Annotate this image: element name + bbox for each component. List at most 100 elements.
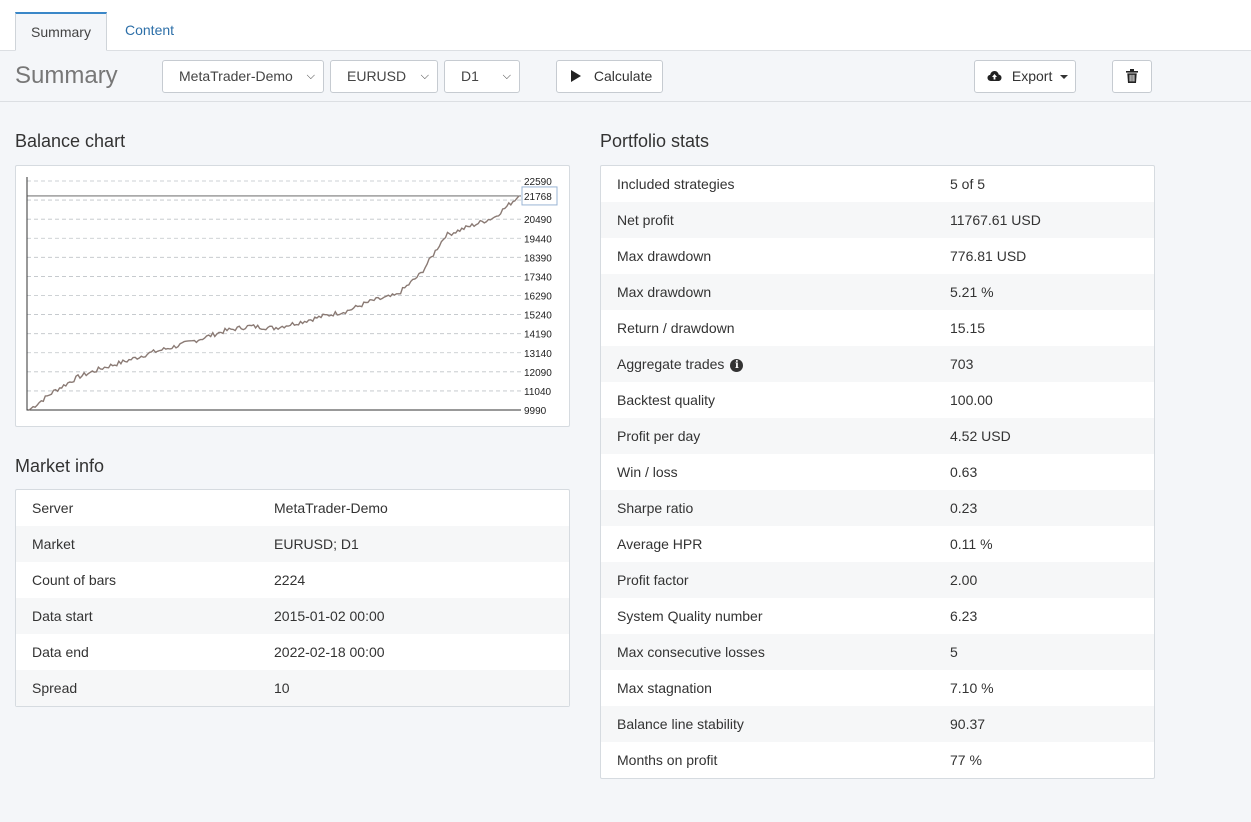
row-label: Return / drawdown bbox=[601, 310, 950, 346]
row-value: 77 % bbox=[950, 752, 982, 768]
y-tick-label: 9990 bbox=[524, 406, 547, 417]
server-select-value: MetaTrader-Demo bbox=[179, 68, 293, 84]
table-row: Backtest quality 100.00 bbox=[601, 382, 1154, 418]
table-row: Market EURUSD; D1 bbox=[16, 526, 569, 562]
row-value: 703 bbox=[950, 346, 1154, 382]
row-label: System Quality number bbox=[601, 598, 950, 634]
row-label-text: Profit factor bbox=[617, 572, 689, 588]
row-value: 5.21 % bbox=[950, 274, 1154, 310]
row-label-text: Aggregate trades bbox=[617, 356, 725, 372]
tab-summary[interactable]: Summary bbox=[15, 12, 107, 51]
row-value: 2.00 bbox=[950, 562, 1154, 598]
row-label-text: Data start bbox=[32, 608, 93, 624]
balance-series-line bbox=[28, 195, 520, 411]
row-value: 11767.61 USD bbox=[950, 202, 1154, 238]
row-value: 776.81 USD bbox=[950, 248, 1027, 264]
row-label: Aggregate trades i bbox=[601, 346, 950, 382]
export-button[interactable]: Export bbox=[974, 60, 1076, 93]
toolbar: Summary MetaTrader-Demo ⌵ EURUSD ⌵ D1 ⌵ … bbox=[0, 51, 1251, 102]
y-tick-label: 19440 bbox=[524, 234, 552, 245]
y-tick-label: 22590 bbox=[524, 177, 552, 188]
portfolio-stats-title: Portfolio stats bbox=[600, 131, 710, 151]
y-tick-label: 18390 bbox=[524, 253, 552, 264]
row-label-text: Backtest quality bbox=[617, 392, 716, 408]
symbol-select-value: EURUSD bbox=[347, 68, 407, 84]
table-row: Server MetaTrader-Demo bbox=[16, 490, 569, 526]
row-label: Win / loss bbox=[601, 454, 950, 490]
table-row: Net profit 11767.61 USD bbox=[601, 202, 1154, 238]
row-label-text: Max drawdown bbox=[617, 284, 712, 300]
table-row: Max consecutive losses 5 bbox=[601, 634, 1154, 670]
balance-chart-title: Balance chart bbox=[15, 131, 126, 151]
row-label: Net profit bbox=[601, 202, 950, 238]
row-value: EURUSD; D1 bbox=[274, 526, 569, 562]
table-row: Profit per day 4.52 USD bbox=[601, 418, 1154, 454]
chevron-down-icon: ⌵ bbox=[502, 70, 511, 82]
period-select[interactable]: D1 ⌵ bbox=[444, 60, 520, 93]
row-label: Backtest quality bbox=[601, 382, 950, 418]
row-label: Server bbox=[16, 490, 274, 526]
table-row: Max drawdown 5.21 % bbox=[601, 274, 1154, 310]
table-row: Data start 2015-01-02 00:00 bbox=[16, 598, 569, 634]
row-label: Profit per day bbox=[601, 418, 950, 454]
market-info-panel: Server MetaTrader-Demo Market EURUSD; D1 Cou… bbox=[15, 489, 570, 707]
calculate-label: Calculate bbox=[593, 68, 653, 84]
row-label: Sharpe ratio bbox=[601, 490, 950, 526]
trash-icon bbox=[1126, 61, 1138, 92]
row-label: Data start bbox=[16, 598, 274, 634]
server-select[interactable]: MetaTrader-Demo ⌵ bbox=[162, 60, 324, 93]
table-row: Count of bars 2224 bbox=[16, 562, 569, 598]
row-value: 5 bbox=[950, 634, 1154, 670]
table-row: Average HPR 0.11 % bbox=[601, 526, 1154, 562]
delete-button[interactable] bbox=[1112, 60, 1152, 93]
y-tick-label: 14190 bbox=[524, 330, 552, 341]
row-label: Average HPR bbox=[601, 526, 950, 562]
table-row: System Quality number 6.23 bbox=[601, 598, 1154, 634]
y-tick-label: 13140 bbox=[524, 349, 552, 360]
symbol-select[interactable]: EURUSD ⌵ bbox=[330, 60, 438, 93]
chart-axes bbox=[26, 177, 521, 411]
calculate-button[interactable]: Calculate bbox=[556, 60, 663, 93]
chevron-down-icon: ⌵ bbox=[306, 70, 315, 82]
row-label: Months on profit bbox=[601, 742, 950, 778]
table-row: Return / drawdown 15.15 bbox=[601, 310, 1154, 346]
row-label: Profit factor bbox=[601, 562, 950, 598]
table-row: Spread 10 bbox=[16, 670, 569, 706]
table-row: Included strategies 5 of 5 bbox=[601, 166, 1154, 202]
table-row: Aggregate trades i 703 bbox=[601, 346, 1154, 382]
row-label-text: Balance line stability bbox=[617, 716, 744, 732]
market-info-table: Server MetaTrader-Demo Market EURUSD; D1 Cou… bbox=[16, 490, 569, 706]
row-label: Data end bbox=[16, 634, 274, 670]
play-icon bbox=[570, 61, 581, 92]
row-label-text: Max drawdown bbox=[617, 248, 712, 264]
info-circle-icon[interactable]: i bbox=[730, 359, 744, 372]
portfolio-stats-panel: Included strategies 5 of 5 Net profit 11767… bbox=[600, 165, 1155, 779]
table-row: Months on profit 77 % bbox=[601, 742, 1154, 778]
row-label: Spread bbox=[16, 670, 274, 706]
row-label-text: Max stagnation bbox=[617, 680, 712, 696]
current-value-tag: 21768 bbox=[521, 186, 558, 206]
export-label: Export bbox=[1011, 68, 1053, 84]
row-value: MetaTrader-Demo bbox=[274, 500, 388, 516]
page-title: Summary bbox=[15, 62, 118, 89]
row-label: Max consecutive losses bbox=[601, 634, 950, 670]
balance-chart: 22590 20490 19440 18390 17340 16290 15240 14190… bbox=[26, 177, 558, 417]
row-label: Max drawdown bbox=[601, 238, 950, 274]
row-value: 0.11 % bbox=[950, 536, 993, 552]
row-label-text: Included strategies bbox=[617, 176, 735, 192]
row-label: Included strategies bbox=[601, 166, 950, 202]
tab-content[interactable]: Content bbox=[125, 22, 175, 38]
table-row: Max stagnation 7.10 % bbox=[601, 670, 1154, 706]
row-label-text: Net profit bbox=[617, 212, 674, 228]
y-tick-label: 20490 bbox=[524, 215, 552, 226]
row-label-text: Months on profit bbox=[617, 752, 718, 768]
row-label: Count of bars bbox=[16, 562, 274, 598]
row-value: 6.23 bbox=[950, 608, 978, 624]
row-label-text: Max consecutive losses bbox=[617, 644, 765, 660]
row-label-text: Server bbox=[32, 500, 74, 516]
row-label-text: Return / drawdown bbox=[617, 320, 735, 336]
row-value: 100.00 bbox=[950, 392, 993, 408]
table-row: Sharpe ratio 0.23 bbox=[601, 490, 1154, 526]
row-label-text: Sharpe ratio bbox=[617, 500, 694, 516]
balance-chart-panel: 22590 20490 19440 18390 17340 16290 15240 14190… bbox=[15, 165, 570, 427]
